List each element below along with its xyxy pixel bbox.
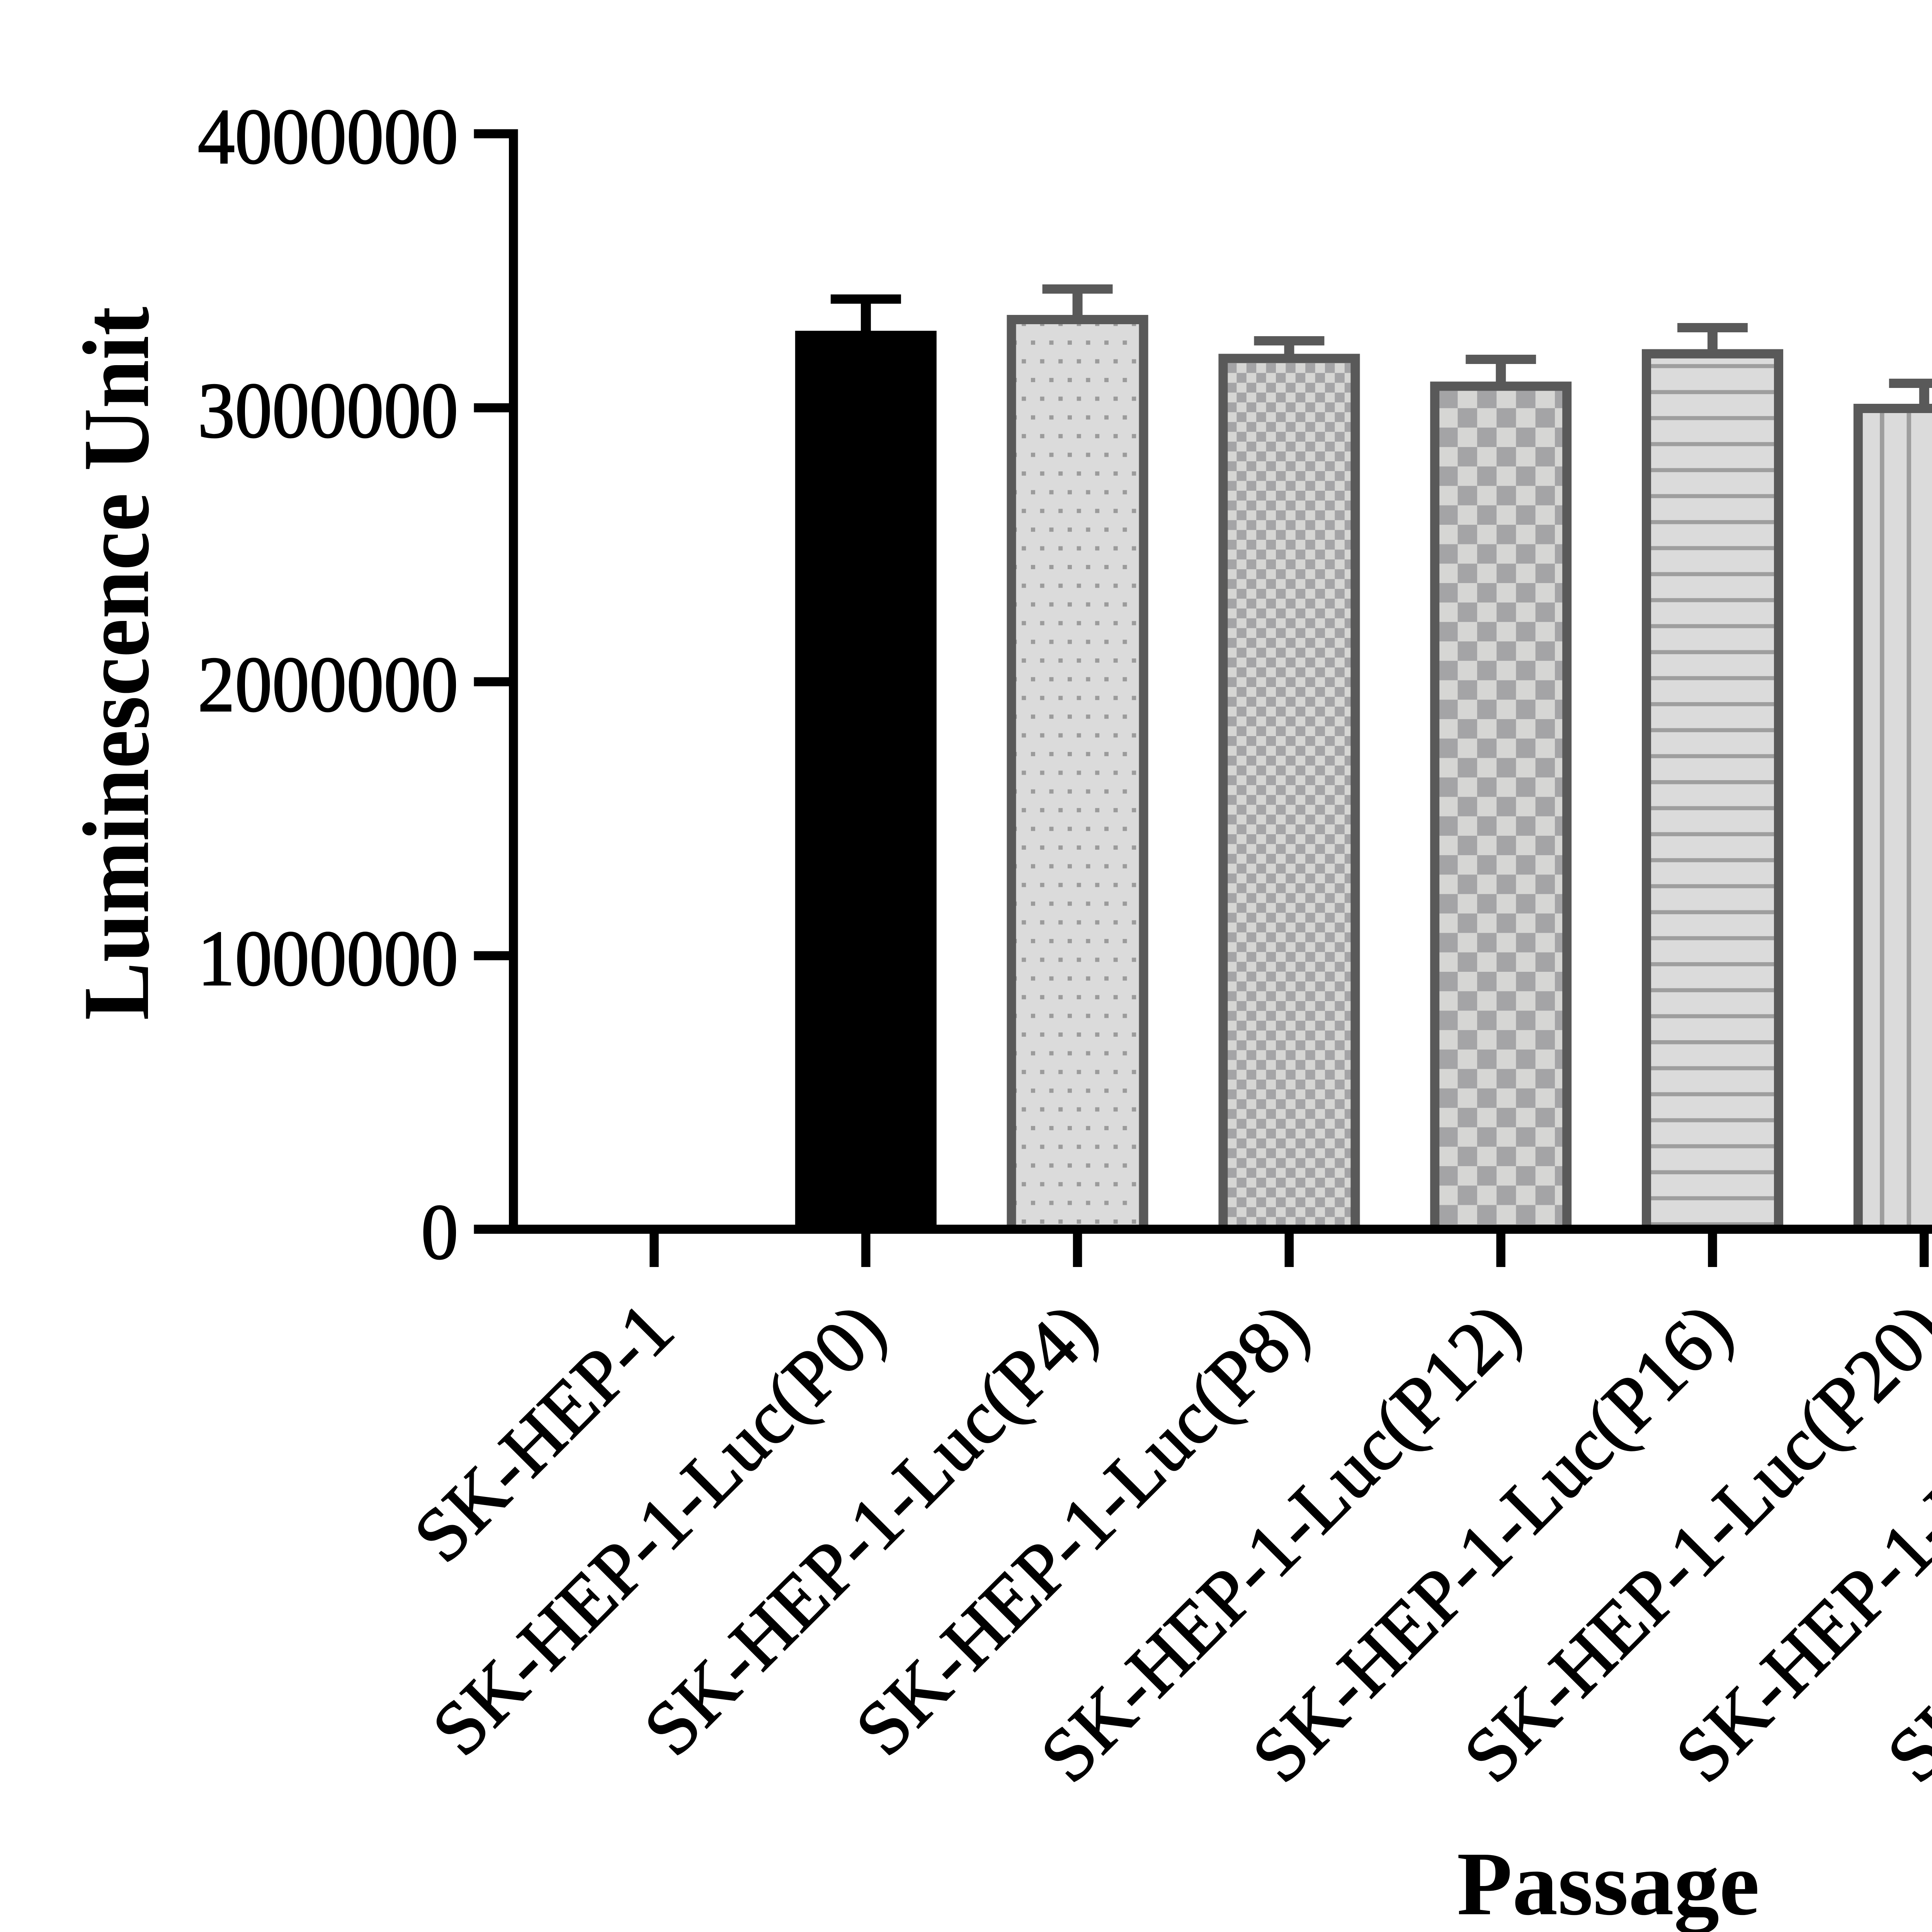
- svg-text:2000000: 2000000: [198, 641, 458, 729]
- svg-text:Passage: Passage: [1457, 1833, 1759, 1932]
- svg-text:0: 0: [421, 1189, 458, 1276]
- svg-text:Luminescence Unit: Luminescence Unit: [63, 307, 168, 1020]
- svg-text:3000000: 3000000: [198, 367, 458, 455]
- svg-text:1000000: 1000000: [198, 915, 458, 1003]
- svg-text:4000000: 4000000: [198, 93, 458, 181]
